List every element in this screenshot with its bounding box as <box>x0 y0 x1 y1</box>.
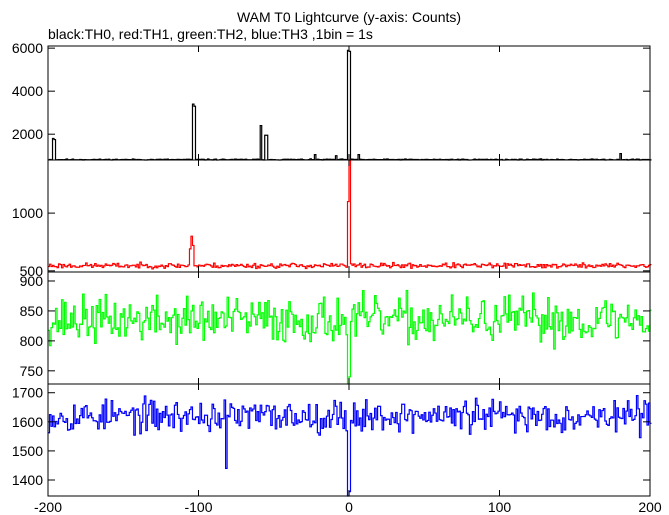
x-tick-label: -200 <box>34 499 62 515</box>
panel-TH3: 1400 1500 1600 1700 <box>12 383 652 497</box>
y-tick-label-TH2: 750 <box>20 363 44 379</box>
series-line-TH0 <box>48 49 652 161</box>
y-tick-label-TH1: 1000 <box>12 205 43 221</box>
series-line-TH2 <box>48 289 652 385</box>
y-tick-label-TH0: 2000 <box>12 126 43 142</box>
y-tick-label-TH0: 6000 <box>12 40 43 56</box>
panel-frame-TH3 <box>47 383 651 497</box>
y-tick-label-TH3: 1700 <box>12 385 43 401</box>
y-tick-label-TH3: 1600 <box>12 414 43 430</box>
y-tick-label-TH2: 900 <box>20 273 44 289</box>
panel-group: 2000400060005001000750800850900140015001… <box>12 40 652 497</box>
y-tick-label-TH3: 1400 <box>12 472 43 488</box>
x-tick-label: 0 <box>345 499 353 515</box>
chart-title: WAM T0 Lightcurve (y-axis: Counts) <box>237 9 461 25</box>
y-tick-label-TH1: 500 <box>20 263 44 279</box>
x-tick-label: 100 <box>488 499 512 515</box>
x-tick-label: -100 <box>184 499 212 515</box>
y-tick-label-TH2: 800 <box>20 333 44 349</box>
x-tick-label: 200 <box>638 499 662 515</box>
chart-subtitle: black:TH0, red:TH1, green:TH2, blue:TH3 … <box>48 26 373 42</box>
y-tick-label-TH3: 1500 <box>12 443 43 459</box>
y-tick-label-TH0: 4000 <box>12 83 43 99</box>
panel-TH2: 750 800 850 900 <box>20 271 652 385</box>
panel-TH1: 500 1000 <box>12 159 652 279</box>
series-line-TH1 <box>48 159 652 270</box>
x-axis: -200 -100 0 100 200 <box>34 499 662 515</box>
y-tick-label-TH2: 850 <box>20 303 44 319</box>
panel-frame-TH0 <box>47 45 651 161</box>
series-line-TH3 <box>48 394 652 497</box>
panel-TH0: 2000 4000 6000 <box>12 40 652 161</box>
